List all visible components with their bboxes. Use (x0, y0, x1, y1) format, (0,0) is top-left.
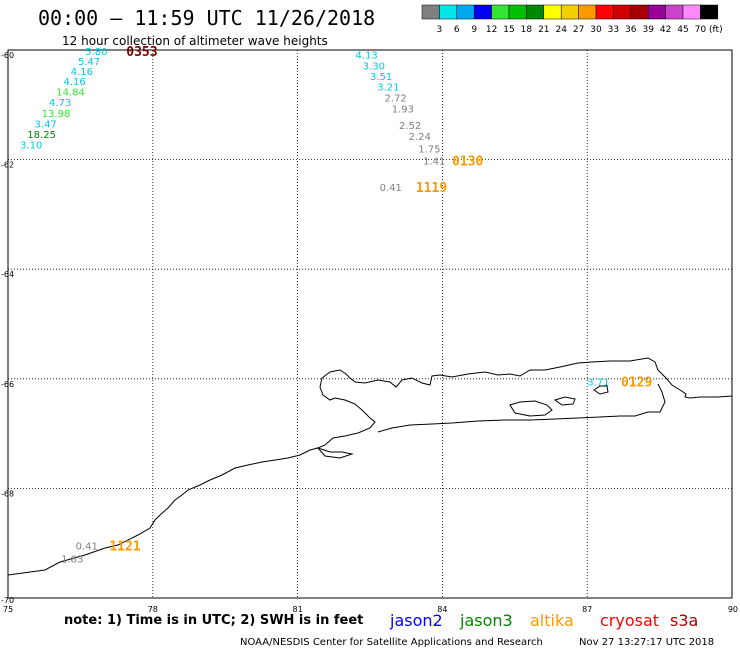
wave-height-label: 4.13 (356, 50, 378, 61)
wave-height-label: 2.72 (384, 94, 406, 105)
longitude-tick-label: 78 (148, 605, 158, 614)
legend-tick-label: 39 (642, 25, 654, 35)
wave-height-label: 4.16 (71, 67, 93, 78)
pass-time-label: 1119 (416, 181, 447, 196)
wave-height-label: 0.41 (380, 183, 402, 194)
latitude-tick-label: -70 (1, 596, 14, 605)
latitude-tick-label: -60 (1, 51, 14, 60)
wave-height-label: 3.51 (370, 72, 392, 83)
longitude-tick-label: 84 (437, 605, 447, 614)
satellite-name-s3a: s3a (670, 611, 698, 630)
satellite-name-cryosat: cryosat (600, 611, 659, 630)
legend-swatch (508, 4, 527, 20)
longitude-tick-label: 75 (3, 605, 13, 614)
legend-swatch (491, 4, 510, 20)
legend-tick-label: 21 (538, 25, 549, 35)
footer-note: note: 1) Time is in UTC; 2) SWH is in fe… (64, 613, 363, 628)
longitude-tick-label: 87 (582, 605, 592, 614)
page-title: 00:00 – 11:59 UTC 11/26/2018 (38, 6, 375, 30)
latitude-tick-label: -64 (1, 270, 14, 279)
footer-credit: NOAA/NESDIS Center for Satellite Applica… (240, 637, 543, 648)
wave-height-label: 0.41 (76, 541, 98, 552)
legend-tick-label: 18 (521, 25, 533, 35)
legend-swatch (647, 4, 666, 20)
wave-height-label: 14.84 (56, 88, 85, 99)
antarctic-coastline (7, 357, 733, 576)
wave-height-label: 3.30 (363, 61, 385, 72)
satellite-name-jason2: jason2 (389, 611, 443, 630)
legend-tick-label: 70 (695, 25, 707, 35)
legend-tick-label: 9 (471, 25, 477, 35)
legend-swatch (421, 4, 440, 20)
footer-timestamp: Nov 27 13:27:17 UTC 2018 (579, 637, 714, 648)
wave-height-label: 3.10 (20, 140, 42, 151)
longitude-tick-label: 81 (293, 605, 303, 614)
pass-time-label: 0129 (621, 376, 652, 391)
latitude-tick-label: -66 (1, 380, 14, 389)
legend-tick-label: 33 (608, 25, 619, 35)
wave-height-label: 2.24 (409, 132, 431, 143)
legend-swatch (682, 4, 701, 20)
longitude-tick-label: 90 (728, 605, 738, 614)
wave-height-label: 1.93 (392, 105, 414, 116)
latitude-tick-label: -68 (1, 489, 14, 498)
legend-swatch (439, 4, 458, 20)
wave-height-label: 1.75 (418, 145, 440, 156)
wave-height-observations: 5.805.474.164.1614.844.7313.983.4718.253… (20, 45, 652, 565)
legend-swatch (456, 4, 475, 20)
legend-swatch (595, 4, 614, 20)
ice-shelf-front (377, 383, 666, 433)
wave-height-label: 5.47 (78, 57, 100, 68)
wave-height-label: 3.47 (35, 119, 57, 130)
wave-height-label: 4.73 (49, 98, 71, 109)
map-frame (7, 49, 733, 599)
legend-tick-label: 36 (625, 25, 637, 35)
wave-height-label: 4.16 (64, 77, 86, 88)
legend-tick-label: 6 (454, 25, 460, 35)
legend-tick-label: 15 (503, 25, 514, 35)
axis-labels: 75 78 81 84 87 90 -60 -62 -64 -66 -68 -70 (1, 51, 738, 614)
page-subtitle: 12 hour collection of altimeter wave hei… (62, 34, 328, 48)
legend-swatch (543, 4, 562, 20)
legend-tick-label: 27 (573, 25, 584, 35)
legend-swatch (630, 4, 649, 20)
wave-height-label: 1.83 (61, 555, 83, 566)
graticule (8, 50, 732, 598)
satellite-name-altika: altika (530, 611, 574, 630)
legend-swatch (526, 4, 545, 20)
legend-unit: (ft) (709, 25, 723, 35)
wave-height-label: 5.80 (85, 47, 107, 58)
wave-height-label: 3.21 (377, 83, 399, 94)
wave-height-legend: 3 6 9 12 15 18 21 24 27 30 33 36 39 42 45 70 (ft) (421, 4, 723, 35)
latitude-tick-label: -62 (1, 161, 14, 170)
island-west (509, 400, 553, 417)
legend-tick-label: 45 (677, 25, 688, 35)
legend-swatch (665, 4, 684, 20)
pass-time-label: 0130 (452, 155, 483, 170)
wave-height-label: 1.41 (423, 157, 445, 168)
satellite-name-jason3: jason3 (459, 611, 513, 630)
pass-time-label: 0353 (126, 45, 157, 60)
wave-height-label: 2.52 (399, 121, 421, 132)
legend-tick-label: 42 (660, 25, 671, 35)
legend-tick-label: 12 (486, 25, 497, 35)
legend-tick-label: 3 (437, 25, 443, 35)
legend-swatch (613, 4, 632, 20)
wave-height-label: 13.98 (42, 109, 71, 120)
pass-time-label: 1121 (109, 539, 140, 554)
legend-swatch (700, 4, 719, 20)
legend-swatch (578, 4, 597, 20)
wave-height-label: 18.25 (27, 130, 56, 141)
wave-height-label: 3.71 (587, 378, 609, 389)
legend-tick-label: 30 (590, 25, 602, 35)
legend-swatch (473, 4, 492, 20)
island-east (553, 396, 576, 406)
satellite-legend: jason2 jason3 altika cryosat s3a (389, 611, 698, 630)
coastline (7, 357, 733, 576)
legend-swatch (560, 4, 579, 20)
coastal-spur (316, 446, 354, 459)
legend-tick-label: 24 (555, 25, 567, 35)
island-north (593, 385, 609, 395)
